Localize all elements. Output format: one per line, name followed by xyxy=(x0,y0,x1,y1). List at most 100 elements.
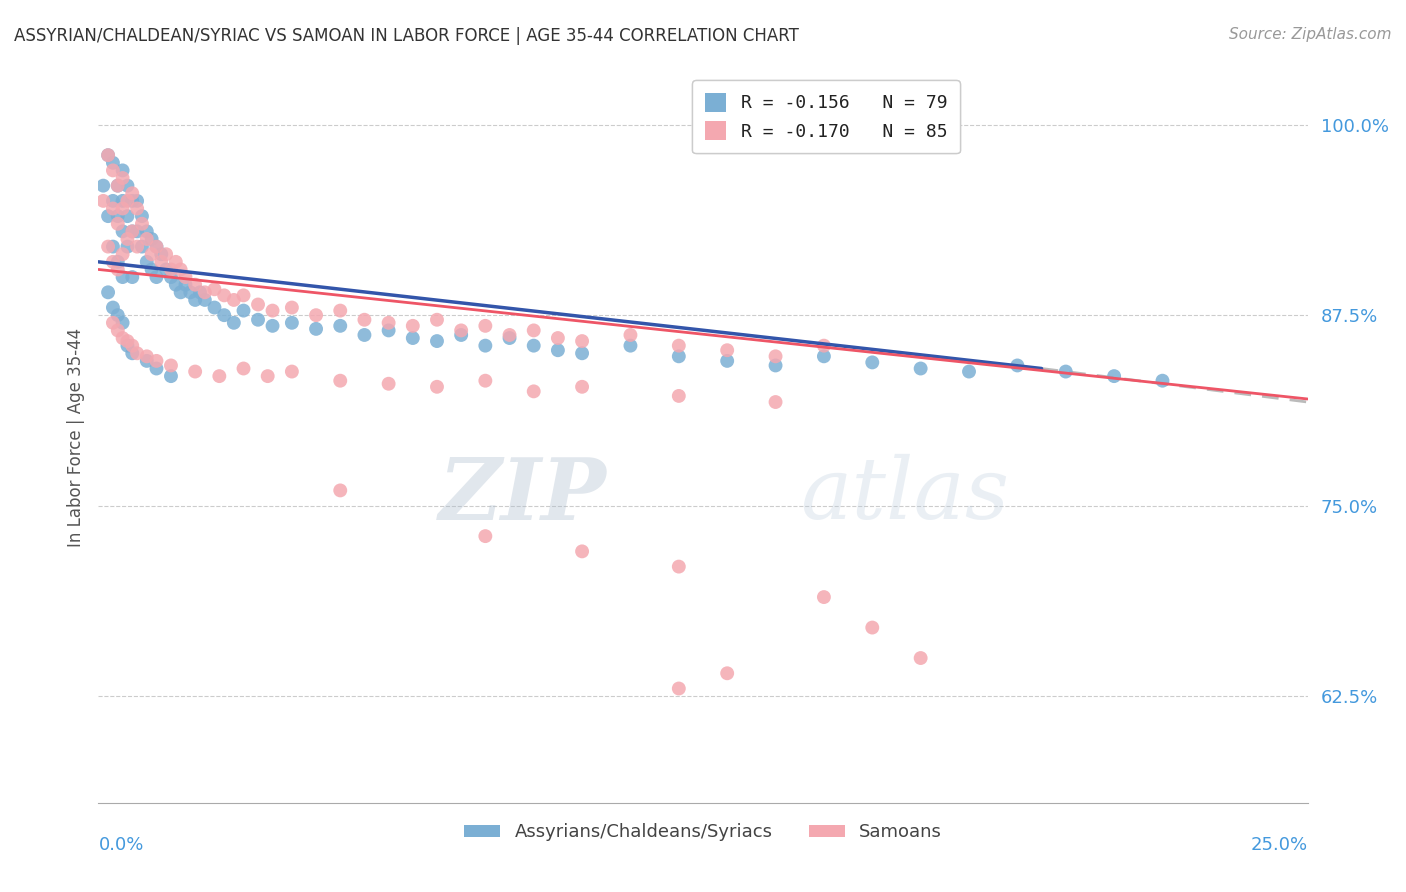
Point xyxy=(329,483,352,498)
Point xyxy=(813,349,835,363)
Point xyxy=(107,255,129,269)
Point xyxy=(145,239,167,253)
Point xyxy=(450,323,472,337)
Text: 0.0%: 0.0% xyxy=(98,836,143,854)
Y-axis label: In Labor Force | Age 35-44: In Labor Force | Age 35-44 xyxy=(66,327,84,547)
Point xyxy=(117,334,139,348)
Point xyxy=(169,262,191,277)
Point xyxy=(957,365,980,379)
Point xyxy=(131,209,153,223)
Point xyxy=(860,621,883,635)
Point xyxy=(131,217,153,231)
Text: ASSYRIAN/CHALDEAN/SYRIAC VS SAMOAN IN LABOR FORCE | AGE 35-44 CORRELATION CHART: ASSYRIAN/CHALDEAN/SYRIAC VS SAMOAN IN LA… xyxy=(14,27,799,45)
Point xyxy=(121,194,143,208)
Point xyxy=(111,247,134,261)
Point xyxy=(111,171,134,186)
Point xyxy=(101,194,124,208)
Point xyxy=(208,369,231,384)
Point xyxy=(97,148,120,162)
Point xyxy=(160,359,183,373)
Point xyxy=(107,262,129,277)
Point xyxy=(111,163,134,178)
Point xyxy=(571,544,593,558)
Point xyxy=(281,301,304,315)
Point xyxy=(101,202,124,216)
Point xyxy=(450,328,472,343)
Point xyxy=(117,209,139,223)
Point xyxy=(547,331,569,345)
Point xyxy=(135,224,157,238)
Point xyxy=(121,224,143,238)
Point xyxy=(247,312,270,326)
Point xyxy=(765,359,787,373)
Point xyxy=(716,343,738,358)
Point xyxy=(184,277,207,292)
Point xyxy=(232,361,254,376)
Point xyxy=(117,338,139,352)
Point xyxy=(222,293,245,307)
Point xyxy=(131,239,153,253)
Point xyxy=(716,354,738,368)
Point xyxy=(121,186,143,201)
Point xyxy=(160,369,183,384)
Point xyxy=(188,285,211,300)
Point xyxy=(426,380,449,394)
Point xyxy=(668,681,690,696)
Point xyxy=(860,355,883,369)
Point xyxy=(668,559,690,574)
Point xyxy=(377,376,399,391)
Point xyxy=(813,590,835,604)
Point xyxy=(121,224,143,238)
Point xyxy=(305,322,328,336)
Point xyxy=(121,270,143,285)
Point xyxy=(1007,359,1029,373)
Point xyxy=(194,293,217,307)
Point xyxy=(910,651,932,665)
Point xyxy=(169,285,191,300)
Point xyxy=(107,323,129,337)
Point xyxy=(145,354,167,368)
Point xyxy=(135,349,157,363)
Point xyxy=(127,202,149,216)
Point xyxy=(668,389,690,403)
Text: Source: ZipAtlas.com: Source: ZipAtlas.com xyxy=(1229,27,1392,42)
Point xyxy=(402,331,425,345)
Point xyxy=(256,369,278,384)
Point xyxy=(281,365,304,379)
Point xyxy=(127,194,149,208)
Point xyxy=(101,255,124,269)
Point xyxy=(135,232,157,246)
Point xyxy=(262,318,284,333)
Point xyxy=(155,247,177,261)
Text: atlas: atlas xyxy=(800,454,1010,537)
Point xyxy=(111,331,134,345)
Point xyxy=(101,239,124,253)
Point xyxy=(111,224,134,238)
Point xyxy=(155,262,177,277)
Point xyxy=(145,270,167,285)
Point xyxy=(165,255,187,269)
Point xyxy=(232,288,254,302)
Point xyxy=(329,374,352,388)
Point xyxy=(111,316,134,330)
Point xyxy=(232,303,254,318)
Point xyxy=(101,163,124,178)
Point xyxy=(619,338,641,352)
Point xyxy=(91,194,114,208)
Point xyxy=(141,247,163,261)
Point xyxy=(91,178,114,193)
Point xyxy=(204,282,226,296)
Point xyxy=(179,285,201,300)
Point xyxy=(150,255,173,269)
Point xyxy=(668,338,690,352)
Point xyxy=(204,301,226,315)
Point xyxy=(107,308,129,322)
Point xyxy=(668,349,690,363)
Point xyxy=(107,178,129,193)
Point xyxy=(716,666,738,681)
Point xyxy=(377,323,399,337)
Point xyxy=(101,301,124,315)
Point xyxy=(121,338,143,352)
Point xyxy=(174,270,197,285)
Point xyxy=(184,293,207,307)
